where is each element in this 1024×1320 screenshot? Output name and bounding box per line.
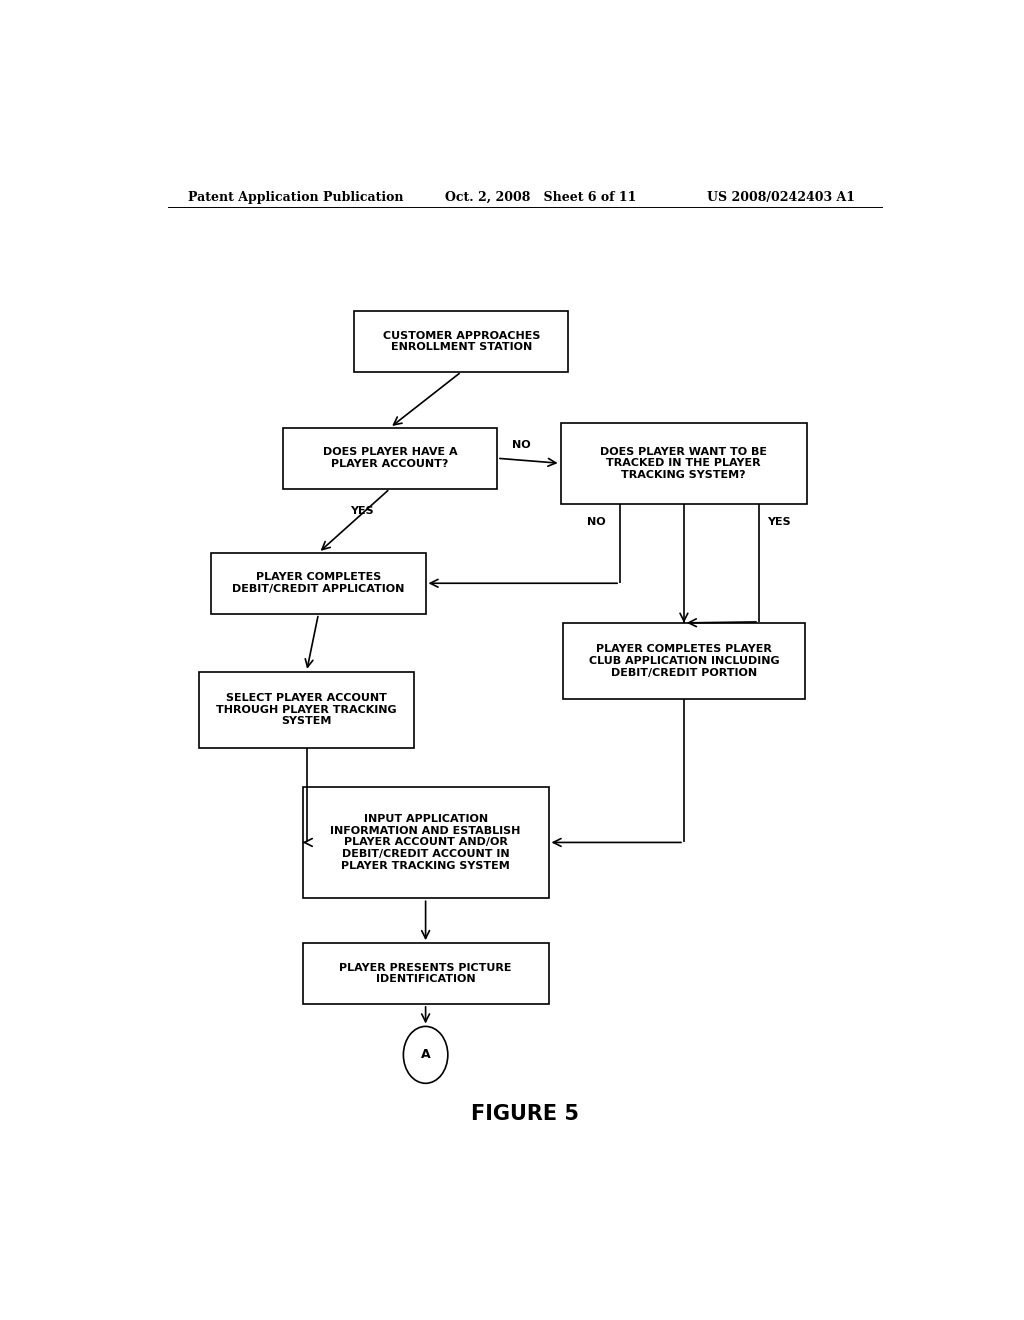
Text: Oct. 2, 2008   Sheet 6 of 11: Oct. 2, 2008 Sheet 6 of 11 [445,190,637,203]
Bar [211,553,426,614]
Text: NO: NO [587,517,605,527]
Text: PLAYER PRESENTS PICTURE
IDENTIFICATION: PLAYER PRESENTS PICTURE IDENTIFICATION [339,962,512,985]
Text: YES: YES [767,517,791,527]
Bar [354,312,568,372]
Text: FIGURE 5: FIGURE 5 [471,1104,579,1123]
Bar [283,428,497,488]
Bar [303,942,549,1005]
Text: NO: NO [512,440,530,450]
Text: A: A [421,1048,430,1061]
Text: DOES PLAYER WANT TO BE
TRACKED IN THE PLAYER
TRACKING SYSTEM?: DOES PLAYER WANT TO BE TRACKED IN THE PL… [600,446,767,480]
Bar [560,422,807,504]
Text: YES: YES [350,506,374,516]
Text: PLAYER COMPLETES PLAYER
CLUB APPLICATION INCLUDING
DEBIT/CREDIT PORTION: PLAYER COMPLETES PLAYER CLUB APPLICATION… [589,644,779,677]
Text: CUSTOMER APPROACHES
ENROLLMENT STATION: CUSTOMER APPROACHES ENROLLMENT STATION [383,330,540,352]
Text: PLAYER COMPLETES
DEBIT/CREDIT APPLICATION: PLAYER COMPLETES DEBIT/CREDIT APPLICATIO… [232,573,404,594]
Bar [200,672,414,748]
Text: INPUT APPLICATION
INFORMATION AND ESTABLISH
PLAYER ACCOUNT AND/OR
DEBIT/CREDIT A: INPUT APPLICATION INFORMATION AND ESTABL… [331,814,521,871]
Bar [303,787,549,899]
Circle shape [403,1027,447,1084]
Text: SELECT PLAYER ACCOUNT
THROUGH PLAYER TRACKING
SYSTEM: SELECT PLAYER ACCOUNT THROUGH PLAYER TRA… [216,693,397,726]
Text: DOES PLAYER HAVE A
PLAYER ACCOUNT?: DOES PLAYER HAVE A PLAYER ACCOUNT? [323,447,457,469]
Bar [563,623,805,700]
Text: US 2008/0242403 A1: US 2008/0242403 A1 [708,190,855,203]
Text: Patent Application Publication: Patent Application Publication [187,190,403,203]
